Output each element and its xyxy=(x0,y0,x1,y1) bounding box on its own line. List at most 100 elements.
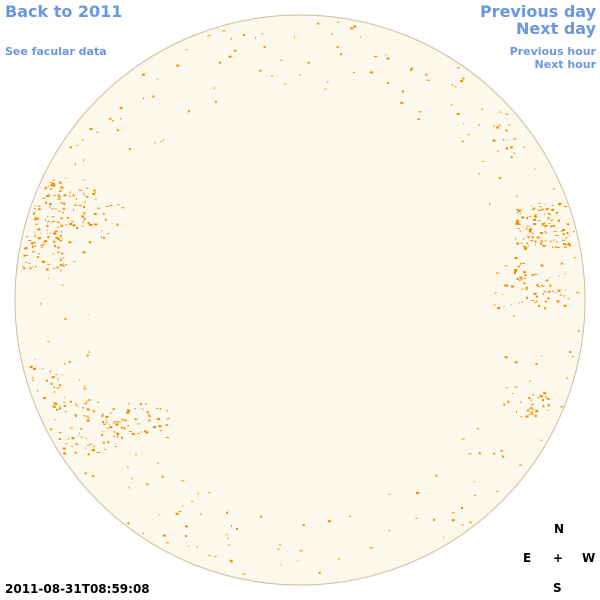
facula-speck xyxy=(52,253,55,255)
facula-speck xyxy=(388,530,391,532)
facula-speck xyxy=(563,246,567,248)
facula-speck xyxy=(54,208,57,210)
facula-speck xyxy=(159,430,162,432)
facula-speck xyxy=(539,395,543,398)
facula-speck xyxy=(116,433,119,436)
facula-speck xyxy=(529,215,532,217)
facula-speck xyxy=(541,355,543,357)
facula-speck xyxy=(28,240,32,241)
facula-speck xyxy=(69,191,71,194)
facula-speck xyxy=(530,407,533,410)
facula-speck xyxy=(545,396,547,398)
previous-day-link[interactable]: Previous day xyxy=(479,2,596,21)
facula-speck xyxy=(543,291,547,293)
facula-speck xyxy=(53,268,56,270)
previous-hour-link[interactable]: Previous hour xyxy=(509,45,596,58)
facula-speck xyxy=(542,222,545,225)
facula-speck xyxy=(456,67,460,69)
facula-speck xyxy=(45,186,48,189)
facula-speck xyxy=(497,150,499,153)
facula-speck xyxy=(469,521,473,523)
facula-speck xyxy=(511,285,514,288)
facula-speck xyxy=(53,240,56,243)
facula-speck xyxy=(47,263,51,265)
facula-speck xyxy=(530,205,532,207)
facula-speck xyxy=(524,247,528,250)
facula-speck xyxy=(467,134,470,136)
facula-speck xyxy=(93,189,96,192)
facula-speck xyxy=(539,232,543,234)
facula-speck xyxy=(115,423,119,426)
facula-speck xyxy=(534,168,536,170)
facula-speck xyxy=(489,202,491,205)
facula-speck xyxy=(541,399,544,402)
facula-speck xyxy=(56,266,59,269)
facula-speck xyxy=(556,300,560,303)
facula-speck xyxy=(534,301,537,303)
facula-speck xyxy=(29,267,32,270)
facula-speck xyxy=(100,236,102,238)
facula-speck xyxy=(234,49,237,52)
facula-speck xyxy=(87,445,90,446)
facula-speck xyxy=(529,379,531,382)
facula-speck xyxy=(60,224,64,226)
facula-speck xyxy=(534,415,537,417)
facula-speck xyxy=(104,448,107,450)
back-link[interactable]: Back to 2011 xyxy=(5,2,123,21)
facula-speck xyxy=(544,222,546,225)
facula-speck xyxy=(555,235,559,236)
facula-speck xyxy=(497,307,501,310)
facula-speck xyxy=(59,407,62,410)
facula-speck xyxy=(158,425,162,427)
facula-speck xyxy=(43,240,47,243)
facula-speck xyxy=(549,284,552,287)
facula-speck xyxy=(57,247,61,249)
facula-speck xyxy=(35,223,39,225)
facula-speck xyxy=(49,188,53,190)
facula-speck xyxy=(337,558,340,560)
facula-speck xyxy=(527,237,530,239)
facula-speck xyxy=(534,215,537,218)
facula-speck xyxy=(505,387,508,389)
facula-speck xyxy=(532,393,534,396)
facula-speck xyxy=(493,452,496,455)
facula-speck xyxy=(505,139,507,141)
facula-speck xyxy=(53,184,56,187)
facula-speck xyxy=(83,212,86,215)
facula-speck xyxy=(263,46,266,49)
facula-speck xyxy=(63,202,66,205)
facular-link[interactable]: See facular data xyxy=(5,45,107,58)
facula-speck xyxy=(516,211,519,213)
facula-speck xyxy=(79,432,80,434)
facula-speck xyxy=(60,269,62,272)
facula-speck xyxy=(127,410,130,413)
facula-speck xyxy=(74,414,77,417)
facula-speck xyxy=(45,268,49,271)
facula-speck xyxy=(73,204,76,206)
next-day-link[interactable]: Next day xyxy=(516,19,596,38)
facula-speck xyxy=(42,368,44,370)
facula-speck xyxy=(159,407,161,410)
facula-speck xyxy=(160,141,163,142)
facula-speck xyxy=(544,240,547,242)
facula-speck xyxy=(112,408,115,411)
facula-speck xyxy=(521,216,525,219)
facula-speck xyxy=(514,272,516,274)
facula-speck xyxy=(60,226,63,227)
next-hour-link[interactable]: Next hour xyxy=(534,58,597,71)
facula-speck xyxy=(86,187,89,189)
facula-speck xyxy=(75,443,78,446)
facula-speck xyxy=(116,129,119,132)
facula-speck xyxy=(81,225,84,227)
facula-speck xyxy=(566,232,569,235)
facula-speck xyxy=(94,410,96,412)
facula-speck xyxy=(81,215,85,218)
facula-speck xyxy=(55,374,58,375)
facula-speck xyxy=(92,410,94,413)
facula-speck xyxy=(531,274,534,277)
facula-speck xyxy=(44,188,46,190)
facula-speck xyxy=(56,221,59,223)
facula-speck xyxy=(88,351,91,353)
facula-speck xyxy=(337,21,340,23)
facula-speck xyxy=(535,244,536,246)
